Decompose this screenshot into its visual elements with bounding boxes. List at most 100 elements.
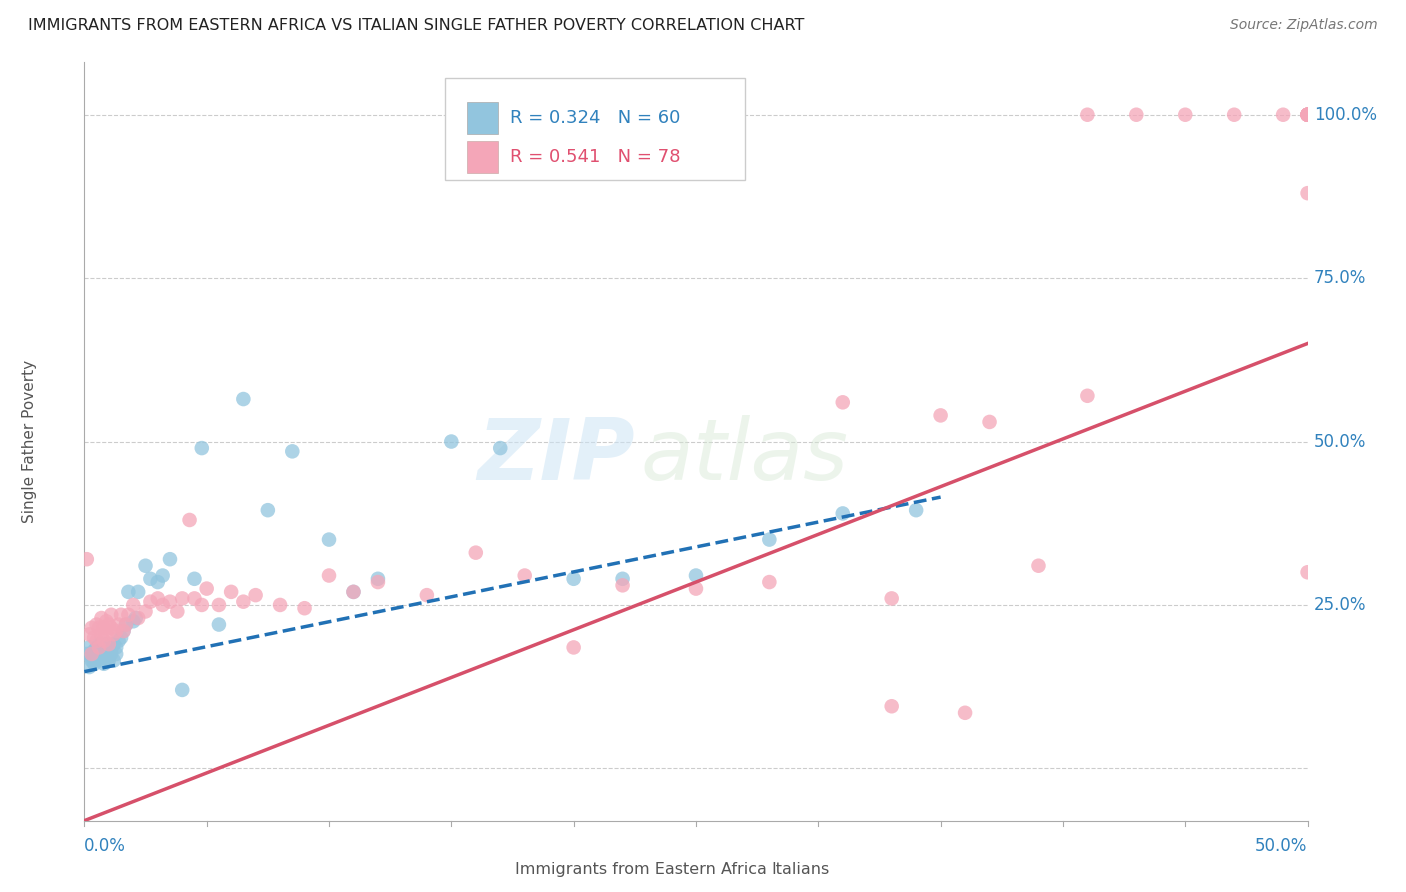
Point <box>562 572 585 586</box>
Point <box>105 624 128 639</box>
Text: 0.0%: 0.0% <box>84 837 127 855</box>
Point <box>367 575 389 590</box>
Point <box>139 572 162 586</box>
Point <box>90 647 112 661</box>
Text: R = 0.541   N = 78: R = 0.541 N = 78 <box>510 148 681 166</box>
Point <box>257 503 280 517</box>
Point <box>416 588 439 602</box>
Point <box>612 578 634 592</box>
Point <box>245 588 267 602</box>
Text: 100.0%: 100.0% <box>1313 106 1376 124</box>
Point <box>76 647 98 661</box>
Point <box>513 568 536 582</box>
Point <box>97 650 120 665</box>
Point <box>1076 389 1098 403</box>
Point <box>117 607 139 622</box>
Text: 25.0%: 25.0% <box>1313 596 1367 614</box>
Point <box>1296 566 1319 580</box>
Point <box>880 591 903 606</box>
Point <box>1296 108 1319 122</box>
Point <box>87 621 110 635</box>
Point <box>1174 108 1197 122</box>
Point <box>96 647 118 661</box>
Point <box>76 552 98 566</box>
Point <box>1223 108 1246 122</box>
Point <box>159 595 181 609</box>
Point <box>232 595 254 609</box>
FancyBboxPatch shape <box>446 78 745 180</box>
Point <box>86 633 108 648</box>
Point <box>135 605 157 619</box>
Point <box>97 640 120 655</box>
Point <box>191 598 214 612</box>
Point <box>367 572 389 586</box>
Point <box>87 640 110 655</box>
Text: Source: ZipAtlas.com: Source: ZipAtlas.com <box>1230 18 1378 32</box>
Point <box>110 631 132 645</box>
Point <box>112 624 135 639</box>
Point <box>87 650 110 665</box>
Point <box>831 507 853 521</box>
Point <box>1076 108 1098 122</box>
Point <box>183 591 205 606</box>
Point <box>80 653 103 667</box>
Point <box>127 611 149 625</box>
Point <box>562 640 585 655</box>
Point <box>146 591 169 606</box>
Point <box>208 617 231 632</box>
Text: atlas: atlas <box>641 415 849 499</box>
Point <box>100 621 122 635</box>
Point <box>96 615 118 629</box>
Point <box>90 653 112 667</box>
Point <box>195 582 218 596</box>
Point <box>125 611 148 625</box>
Point <box>281 444 304 458</box>
Point <box>107 633 129 648</box>
Point <box>1125 108 1147 122</box>
Point <box>1296 108 1319 122</box>
Point <box>139 595 162 609</box>
FancyBboxPatch shape <box>467 103 498 134</box>
Point <box>110 607 132 622</box>
Point <box>90 627 112 641</box>
Text: 50.0%: 50.0% <box>1313 433 1367 450</box>
Point <box>880 699 903 714</box>
Point <box>93 643 115 657</box>
Point <box>97 653 120 667</box>
Point <box>159 552 181 566</box>
Point <box>208 598 231 612</box>
FancyBboxPatch shape <box>467 141 498 173</box>
Point <box>107 617 129 632</box>
Point <box>929 409 952 423</box>
Point <box>86 647 108 661</box>
Point <box>1296 108 1319 122</box>
Point <box>152 598 174 612</box>
Point <box>86 653 108 667</box>
Point <box>80 647 103 661</box>
Point <box>80 621 103 635</box>
Point <box>172 591 194 606</box>
Point <box>318 568 340 582</box>
Point <box>86 617 108 632</box>
Point <box>77 660 100 674</box>
Point <box>83 657 105 671</box>
Point <box>115 617 138 632</box>
Point <box>96 637 118 651</box>
Point <box>103 653 125 667</box>
Point <box>93 621 115 635</box>
Point <box>1296 108 1319 122</box>
Point <box>318 533 340 547</box>
Point <box>100 643 122 657</box>
Text: Immigrants from Eastern Africa: Immigrants from Eastern Africa <box>515 863 766 878</box>
Point <box>105 647 128 661</box>
FancyBboxPatch shape <box>738 859 766 884</box>
Point <box>90 640 112 655</box>
Point <box>100 647 122 661</box>
Point <box>77 627 100 641</box>
Point <box>93 633 115 648</box>
Point <box>83 631 105 645</box>
Point <box>1272 108 1295 122</box>
Point <box>440 434 463 449</box>
Point <box>489 441 512 455</box>
Point <box>166 605 188 619</box>
